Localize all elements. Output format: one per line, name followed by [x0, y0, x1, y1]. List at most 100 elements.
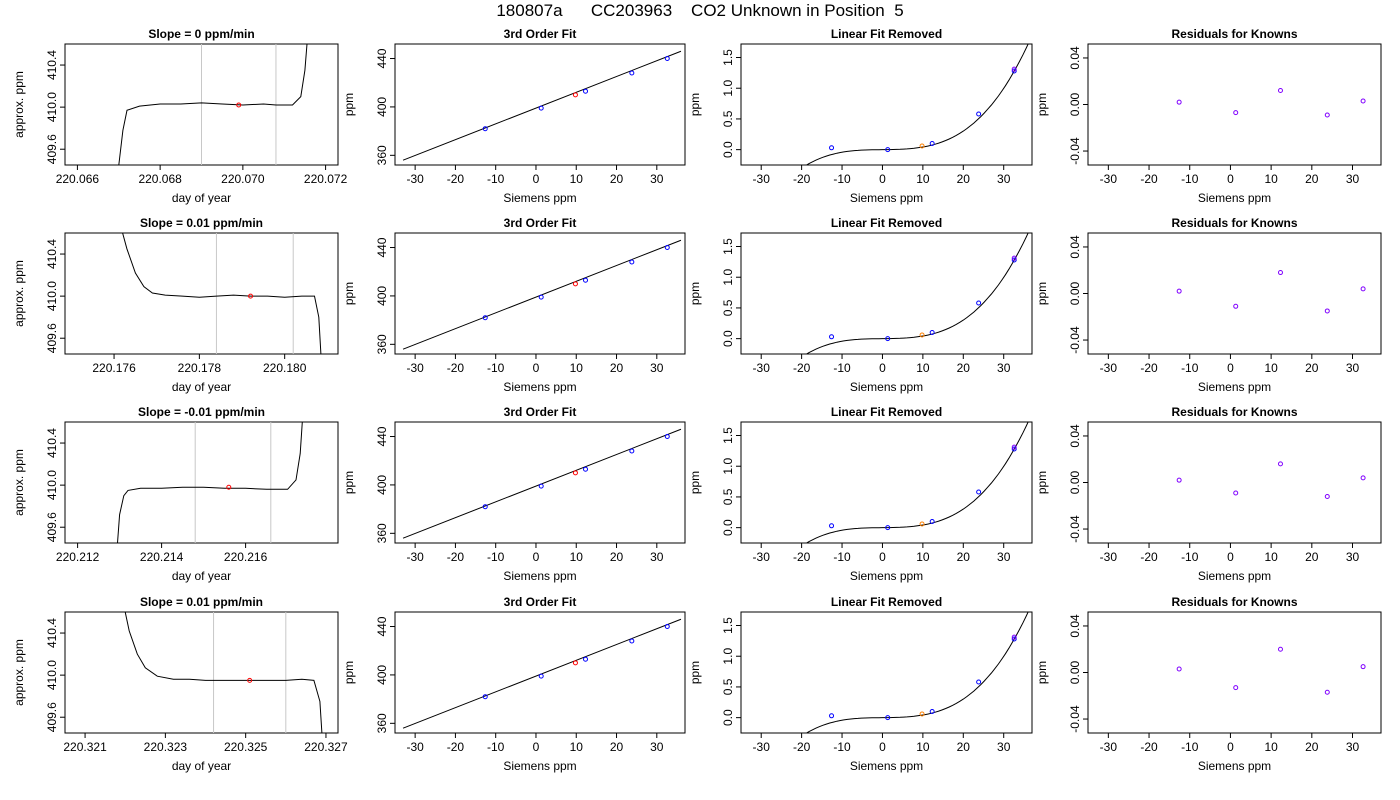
x-axis-label: day of year — [172, 380, 231, 394]
chart-title: 3rd Order Fit — [504, 405, 577, 419]
residual-point — [1360, 664, 1366, 670]
residual-point — [1360, 475, 1366, 481]
x-tick-label: 220.327 — [304, 740, 348, 754]
chart-title: Residuals for Knowns — [1171, 216, 1297, 230]
y-tick-label: 0.00 — [1068, 92, 1082, 116]
known-point — [583, 656, 589, 662]
plot-frame — [1087, 232, 1382, 355]
y-tick-label: 0.00 — [1068, 470, 1082, 494]
y-tick-label: 410.0 — [45, 660, 59, 690]
residual-point — [1176, 666, 1182, 672]
x-tick-label: 20 — [1305, 172, 1319, 186]
x-tick-label: -10 — [487, 550, 505, 564]
residual-point — [1324, 493, 1330, 499]
y-tick-label: 0.5 — [721, 110, 735, 127]
x-axis-label: Siemens ppm — [850, 569, 923, 583]
x-tick-label: -30 — [406, 172, 424, 186]
x-tick-label: -20 — [447, 550, 465, 564]
y-tick-label: 440 — [375, 426, 389, 446]
known-point — [885, 336, 891, 342]
residual-point — [1360, 98, 1366, 104]
x-tick-label: -10 — [833, 550, 851, 564]
chart-title: Residuals for Knowns — [1171, 27, 1297, 41]
chart-panel: Linear Fit Removed -30 -20 -10 0 10 20 30 0.0 0.5… — [688, 27, 1033, 205]
y-tick-label: 1.0 — [721, 458, 735, 475]
known-point-alt — [1011, 444, 1017, 450]
y-tick-label: 400 — [375, 286, 389, 306]
known-point — [829, 145, 835, 151]
x-tick-label: 20 — [957, 550, 971, 564]
known-point — [829, 713, 835, 719]
chart-panel: Residuals for Knowns -30 -20 -10 0 10 20 30 -0.0… — [1035, 595, 1382, 773]
x-tick-label: 220.216 — [224, 550, 268, 564]
y-axis-label: ppm — [342, 282, 356, 305]
x-tick-label: 20 — [1305, 550, 1319, 564]
chart-title: Linear Fit Removed — [831, 216, 942, 230]
y-axis-label: ppm — [1035, 471, 1049, 494]
x-tick-label: -30 — [1100, 172, 1118, 186]
known-point — [629, 448, 635, 454]
unknown-point — [572, 281, 578, 287]
chart-panel: Linear Fit Removed -30 -20 -10 0 10 20 30 0.0 0.5… — [688, 405, 1033, 583]
unknown-marker — [248, 293, 254, 299]
x-tick-label: 0 — [1227, 361, 1234, 375]
known-point — [1011, 636, 1017, 642]
known-point — [885, 147, 891, 153]
unknown-marker — [226, 484, 232, 490]
x-tick-label: 220.072 — [304, 172, 348, 186]
y-tick-label: 1.5 — [721, 49, 735, 66]
chart-panel: 3rd Order Fit -30 -20 -10 0 10 20 30 360 400 440 Si… — [342, 595, 686, 773]
y-axis-label: ppm — [1035, 93, 1049, 116]
x-tick-label: 30 — [997, 172, 1011, 186]
plot-frame — [394, 43, 686, 166]
chart-title: Linear Fit Removed — [831, 27, 942, 41]
fit-line — [402, 618, 682, 729]
y-tick-label: 409.6 — [45, 512, 59, 542]
x-tick-label: 30 — [1346, 172, 1360, 186]
x-tick-label: -10 — [487, 172, 505, 186]
residual-point — [1324, 112, 1330, 118]
x-axis-label: Siemens ppm — [1198, 380, 1271, 394]
known-point — [538, 105, 544, 111]
fit-line — [402, 50, 682, 161]
y-tick-label: -0.04 — [1068, 515, 1082, 543]
residual-point — [1176, 99, 1182, 105]
known-point — [1011, 68, 1017, 74]
x-tick-label: -30 — [753, 172, 771, 186]
x-tick-label: 220.180 — [263, 361, 307, 375]
known-point — [629, 70, 635, 76]
residual-point — [1277, 88, 1283, 94]
y-tick-label: 0.0 — [721, 141, 735, 158]
plot-frame — [394, 421, 686, 544]
plot-frame — [740, 43, 1033, 166]
x-tick-label: -20 — [1140, 740, 1158, 754]
y-axis-label: approx. ppm — [12, 639, 26, 706]
chart-panel: Slope = 0 ppm/min 220.066 220.068 220.070 22… — [12, 27, 348, 205]
y-axis-label: ppm — [1035, 282, 1049, 305]
y-tick-label: 410.0 — [45, 281, 59, 311]
y-tick-label: 0.04 — [1068, 235, 1082, 259]
y-tick-label: 1.0 — [721, 648, 735, 665]
x-axis-label: Siemens ppm — [1198, 759, 1271, 773]
unknown-point — [572, 92, 578, 98]
y-tick-label: 409.6 — [45, 134, 59, 164]
x-tick-label: 0 — [879, 740, 886, 754]
unknown-marker — [247, 677, 253, 683]
known-point — [629, 638, 635, 644]
chart-panel: Residuals for Knowns -30 -20 -10 0 10 20 30 -0.0… — [1035, 27, 1382, 205]
x-tick-label: 220.068 — [138, 172, 182, 186]
y-axis-label: ppm — [688, 471, 702, 494]
x-tick-label: 30 — [997, 550, 1011, 564]
x-tick-label: -20 — [447, 361, 465, 375]
x-tick-label: 30 — [997, 361, 1011, 375]
chart-panel: Linear Fit Removed -30 -20 -10 0 10 20 30 0.0 0.5… — [688, 595, 1033, 773]
x-tick-label: 10 — [916, 550, 930, 564]
y-tick-label: 1.0 — [721, 269, 735, 286]
known-point — [664, 624, 670, 630]
chart-title: 3rd Order Fit — [504, 595, 577, 609]
y-tick-label: 409.6 — [45, 323, 59, 353]
residual-point — [1277, 646, 1283, 652]
y-tick-label: 360 — [375, 334, 389, 354]
x-tick-label: 20 — [957, 740, 971, 754]
